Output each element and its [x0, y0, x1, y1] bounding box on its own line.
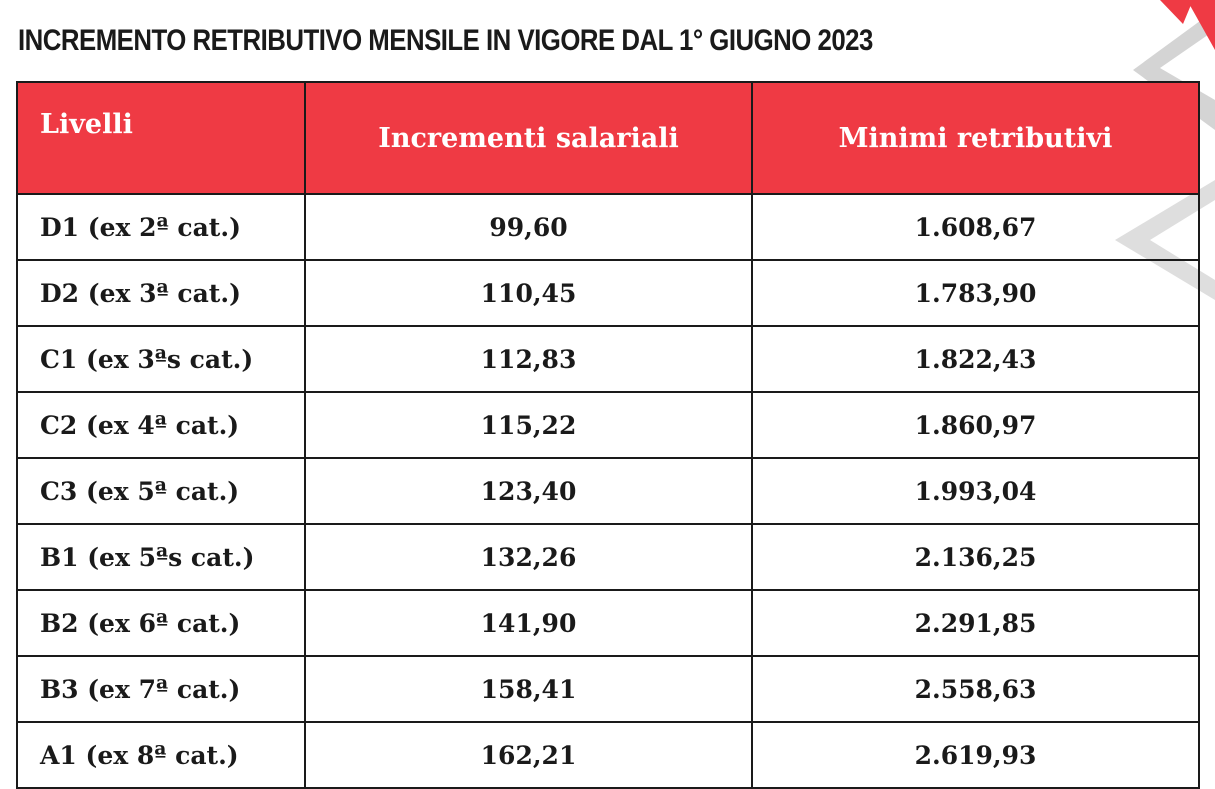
red-triangle-right [1187, 0, 1215, 50]
cell-livello: B2 (ex 6ª cat.) [16, 589, 306, 657]
header-incrementi: Incrementi salariali [304, 81, 753, 195]
cell-incremento: 112,83 [304, 325, 753, 393]
cell-incremento: 158,41 [304, 655, 753, 723]
cell-livello: C2 (ex 4ª cat.) [16, 391, 306, 459]
cell-livello: B1 (ex 5ªs cat.) [16, 523, 306, 591]
red-triangle-left [1160, 0, 1193, 24]
cell-minimo: 2.558,63 [751, 655, 1200, 723]
header-row: Livelli Incrementi salariali Minimi retr… [16, 81, 1200, 195]
header-minimi: Minimi retributivi [751, 81, 1200, 195]
cell-incremento: 115,22 [304, 391, 753, 459]
table-row: C3 (ex 5ª cat.) 123,40 1.993,04 [16, 457, 1200, 525]
cell-minimo: 1.608,67 [751, 193, 1200, 261]
table-row: B1 (ex 5ªs cat.) 132,26 2.136,25 [16, 523, 1200, 591]
cell-incremento: 99,60 [304, 193, 753, 261]
table-row: C1 (ex 3ªs cat.) 112,83 1.822,43 [16, 325, 1200, 393]
cell-minimo: 2.291,85 [751, 589, 1200, 657]
cell-minimo: 2.619,93 [751, 721, 1200, 789]
table-row: A1 (ex 8ª cat.) 162,21 2.619,93 [16, 721, 1200, 789]
cell-incremento: 141,90 [304, 589, 753, 657]
table-row: B3 (ex 7ª cat.) 158,41 2.558,63 [16, 655, 1200, 723]
cell-incremento: 123,40 [304, 457, 753, 525]
table-body: D1 (ex 2ª cat.) 99,60 1.608,67 D2 (ex 3ª… [16, 193, 1200, 789]
cell-minimo: 1.822,43 [751, 325, 1200, 393]
cell-incremento: 110,45 [304, 259, 753, 327]
cell-livello: C3 (ex 5ª cat.) [16, 457, 306, 525]
cell-minimo: 1.783,90 [751, 259, 1200, 327]
table-header: Livelli Incrementi salariali Minimi retr… [16, 81, 1200, 195]
table-row: D1 (ex 2ª cat.) 99,60 1.608,67 [16, 193, 1200, 261]
cell-livello: B3 (ex 7ª cat.) [16, 655, 306, 723]
table-row: D2 (ex 3ª cat.) 110,45 1.783,90 [16, 259, 1200, 327]
cell-livello: D1 (ex 2ª cat.) [16, 193, 306, 261]
header-livelli: Livelli [16, 81, 306, 195]
cell-minimo: 1.993,04 [751, 457, 1200, 525]
cell-livello: C1 (ex 3ªs cat.) [16, 325, 306, 393]
table-row: C2 (ex 4ª cat.) 115,22 1.860,97 [16, 391, 1200, 459]
table-row: B2 (ex 6ª cat.) 141,90 2.291,85 [16, 589, 1200, 657]
page-title: INCREMENTO RETRIBUTIVO MENSILE IN VIGORE… [18, 24, 873, 57]
salary-table: Livelli Incrementi salariali Minimi retr… [16, 81, 1200, 789]
cell-livello: D2 (ex 3ª cat.) [16, 259, 306, 327]
cell-minimo: 2.136,25 [751, 523, 1200, 591]
cell-incremento: 132,26 [304, 523, 753, 591]
cell-minimo: 1.860,97 [751, 391, 1200, 459]
cell-incremento: 162,21 [304, 721, 753, 789]
cell-livello: A1 (ex 8ª cat.) [16, 721, 306, 789]
